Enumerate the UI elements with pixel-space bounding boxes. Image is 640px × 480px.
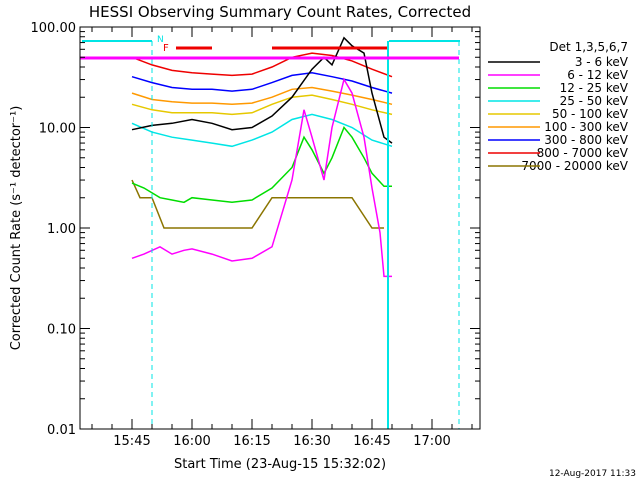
- legend-label: 6 - 12 keV: [567, 68, 629, 82]
- y-tick-label: 0.01: [47, 423, 76, 438]
- legend-label: 100 - 300 keV: [544, 120, 628, 134]
- series-line-5: [131, 86, 393, 106]
- series-line-2: [131, 126, 392, 204]
- axis-layer: 0.01 0.10 1.00 10.00 100.00 15:45 16:00 16:15 16…: [31, 21, 480, 449]
- observing-flags: NF: [80, 35, 460, 429]
- y-tick-label: 1.00: [47, 222, 76, 237]
- x-tick-label: 17:00: [413, 434, 450, 449]
- night-flag-label: N: [157, 35, 164, 45]
- footer-timestamp: 12-Aug-2017 11:33: [549, 469, 636, 479]
- x-axis-label: Start Time (23-Aug-15 15:32:02): [174, 457, 386, 472]
- x-tick-label: 16:15: [233, 434, 270, 449]
- chart-title: HESSI Observing Summary Count Rates, Cor…: [89, 3, 471, 21]
- y-axis-label: Corrected Count Rate (s⁻¹ detector⁻¹): [9, 106, 24, 351]
- series-line-0: [131, 36, 393, 144]
- x-tick-label: 16:45: [353, 434, 390, 449]
- y-tick-label: 0.10: [47, 323, 76, 338]
- series-layer: [131, 36, 393, 278]
- y-tick-label: 100.00: [31, 21, 77, 36]
- legend-label: 12 - 25 keV: [560, 81, 629, 95]
- legend-label: 300 - 800 keV: [544, 133, 628, 147]
- legend-label: 800 - 7000 keV: [537, 146, 629, 160]
- legend-label: 7000 - 20000 keV: [521, 159, 628, 173]
- x-tick-label: 16:00: [173, 434, 210, 449]
- x-tick-label: 16:30: [293, 434, 330, 449]
- x-tick-label: 15:45: [113, 434, 150, 449]
- y-tick-label: 10.00: [39, 122, 76, 137]
- series-line-8: [131, 179, 384, 229]
- series-line-7: [131, 52, 393, 78]
- series-line-3: [131, 113, 393, 148]
- series-line-4: [131, 94, 393, 116]
- legend-label: 25 - 50 keV: [560, 94, 629, 108]
- plot-frame: [79, 26, 481, 430]
- legend-label: 3 - 6 keV: [575, 55, 629, 69]
- series-line-1: [131, 77, 392, 278]
- flare-flag-label: F: [163, 43, 169, 54]
- legend-label: 50 - 100 keV: [552, 107, 629, 121]
- series-line-6: [131, 72, 393, 94]
- legend-title: Det 1,3,5,6,7: [549, 40, 628, 54]
